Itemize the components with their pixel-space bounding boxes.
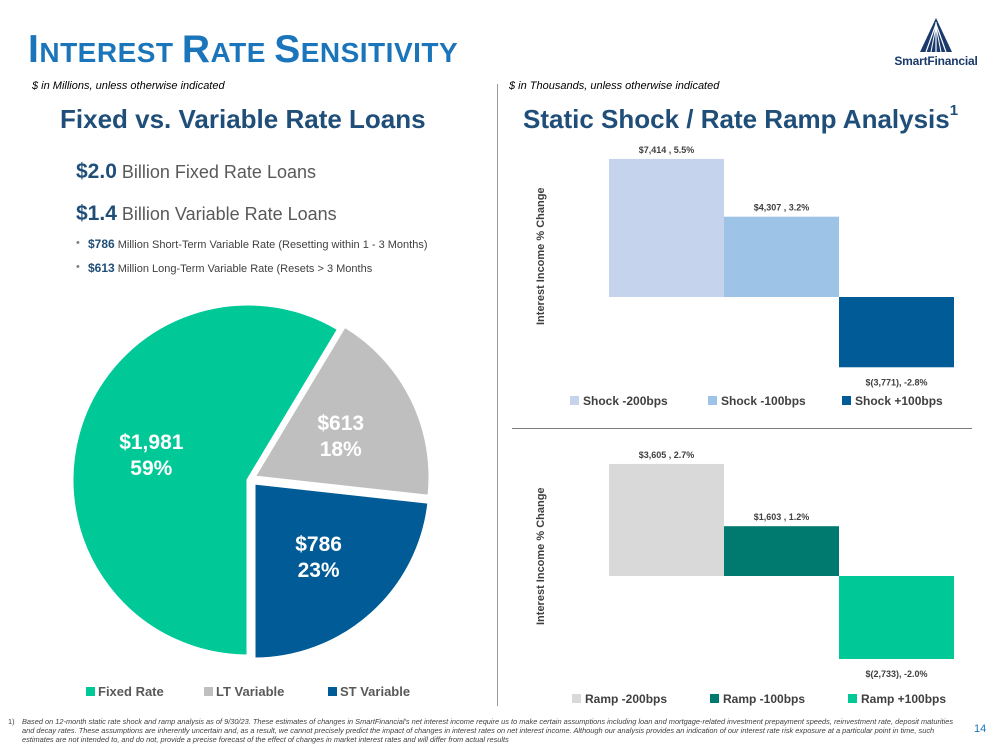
ramp-bar-chart: Interest Income % Change $3,605 , 2.7% $1… [512,446,972,716]
bar-shock-100bps [839,297,954,368]
right-unit-note: $ in Thousands, unless otherwise indicat… [509,80,720,92]
footnote-reference: 1 [949,102,959,119]
pie-value-label: $786 [295,533,342,556]
right-section-heading: Static Shock / Rate Ramp Analysis1 [523,102,959,134]
bar-data-label: $3,605 , 2.7% [639,450,695,460]
variable-rate-summary: $1.4 Billion Variable Rate Loans [76,202,337,225]
logo-mark-icon [920,18,952,52]
bar-shock-200bps [609,158,724,297]
legend-swatch [710,694,719,703]
legend-item: Shock +100bps [842,394,943,408]
bar-data-label: $1,603 , 1.2% [754,512,810,522]
bar-data-label: $7,414 , 5.5% [639,145,695,155]
fixed-rate-amount: $2.0 [76,160,117,183]
pie-percent-label: 59% [130,457,172,480]
pie-legend: Fixed Rate LT Variable ST Variable [86,684,426,700]
ramp-legend: Ramp -200bps Ramp -100bps Ramp +100bps [572,692,962,708]
logo-text: SmartFinancial [894,54,978,68]
bullet-item: $613 Million Long-Term Variable Rate (Re… [76,261,372,275]
bar-shock-100bps [724,216,839,297]
bar-data-label: $4,307 , 3.2% [754,203,810,213]
legend-item: Shock -200bps [570,394,668,408]
pie-percent-label: 23% [298,559,340,582]
variable-rate-amount: $1.4 [76,202,117,225]
fixed-rate-summary: $2.0 Billion Fixed Rate Loans [76,160,316,183]
shock-legend: Shock -200bps Shock -100bps Shock +100bp… [570,394,960,410]
legend-item: ST Variable [328,684,410,699]
bar-ramp-200bps [609,463,724,576]
company-logo: SmartFinancial [883,18,989,68]
legend-item: Ramp +100bps [848,692,946,706]
legend-item: Ramp -100bps [710,692,805,706]
bar-data-label: $(2,733), -2.0% [865,669,927,679]
footnote: 1) Based on 12-month static rate shock a… [8,717,958,744]
page-title: INTEREST RATE SENSITIVITY [28,28,459,71]
left-unit-note: $ in Millions, unless otherwise indicate… [32,80,225,92]
pie-value-label: $613 [317,412,364,435]
bullet-item: $786 Million Short-Term Variable Rate (R… [76,237,427,251]
pie-slice-lt-variable [251,324,432,498]
page-number: 14 [974,723,987,735]
legend-swatch [204,687,213,696]
vertical-divider [497,84,498,706]
legend-item: Fixed Rate [86,684,164,699]
pie-value-label: $1,981 [119,431,184,454]
bar-ramp-100bps [839,576,954,659]
horizontal-divider [512,428,972,429]
legend-swatch [842,396,851,405]
legend-item: Shock -100bps [708,394,806,408]
legend-item: LT Variable [204,684,284,699]
legend-swatch [328,687,337,696]
legend-swatch [86,687,95,696]
legend-swatch [848,694,857,703]
legend-swatch [570,396,579,405]
pie-slice-st-variable [252,481,431,661]
footnote-number: 1) [8,717,15,726]
pie-slice-fixed-rate [70,302,341,658]
legend-swatch [708,396,717,405]
bar-ramp-100bps [724,526,839,576]
pie-percent-label: 18% [320,438,362,461]
shock-bar-chart: Interest Income % Change $7,414 , 5.5% $4… [512,140,972,420]
bar-data-label: $(3,771), -2.8% [865,377,927,387]
legend-item: Ramp -200bps [572,692,667,706]
legend-swatch [572,694,581,703]
loan-pie-chart: $1,981 59% $613 18% $786 23% [60,290,440,670]
left-section-heading: Fixed vs. Variable Rate Loans [60,104,426,134]
footnote-text: Based on 12-month static rate shock and … [22,717,954,744]
